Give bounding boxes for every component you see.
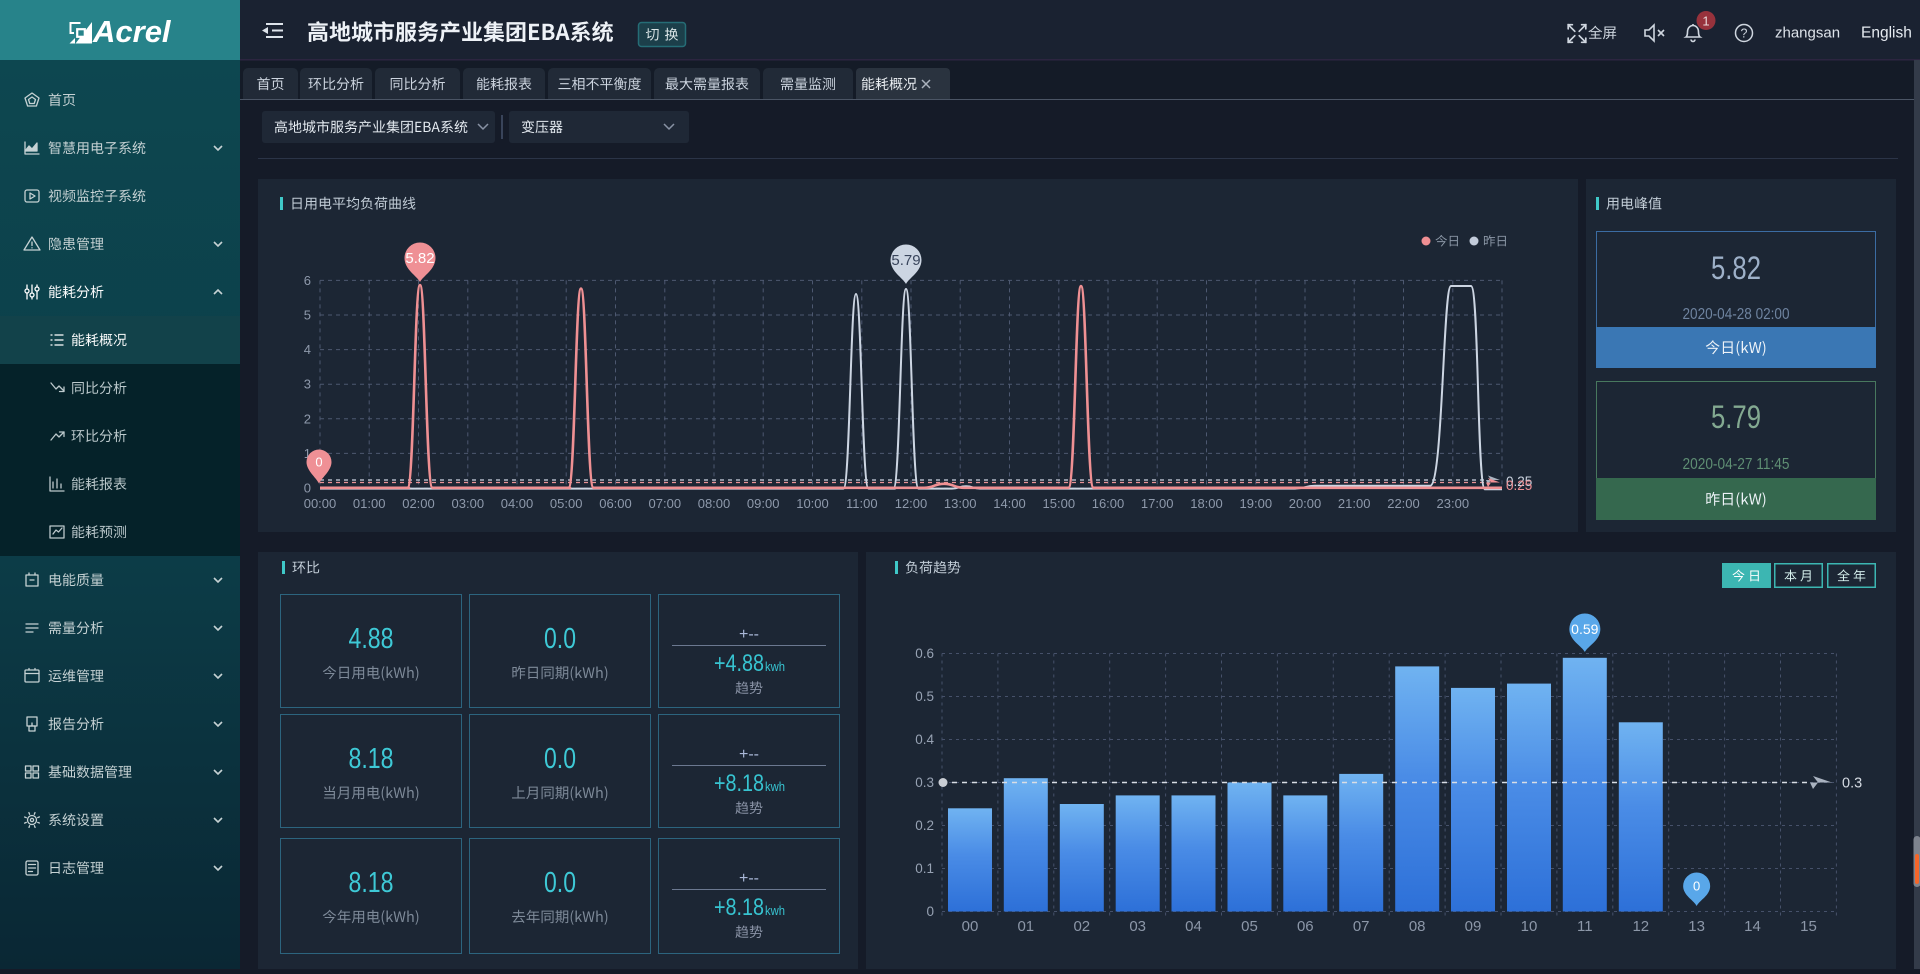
svg-text:05: 05: [1241, 918, 1258, 935]
svg-text:5: 5: [304, 308, 311, 323]
svg-text:19:00: 19:00: [1240, 496, 1273, 511]
svg-text:20:00: 20:00: [1289, 496, 1322, 511]
svg-text:1: 1: [1702, 14, 1709, 29]
svg-text:0: 0: [926, 904, 934, 919]
svg-text:02: 02: [1073, 918, 1090, 935]
svg-text:kwh: kwh: [765, 903, 785, 918]
svg-text:8.18: 8.18: [349, 743, 394, 775]
svg-text:0.3: 0.3: [1842, 776, 1862, 792]
svg-text:10:00: 10:00: [796, 496, 829, 511]
svg-text:14: 14: [1744, 918, 1761, 935]
svg-text:08: 08: [1409, 918, 1426, 935]
svg-text:0.0: 0.0: [544, 623, 576, 655]
svg-text:18:00: 18:00: [1190, 496, 1223, 511]
svg-text:5.79: 5.79: [891, 252, 920, 269]
svg-text:08:00: 08:00: [698, 496, 731, 511]
svg-text:14:00: 14:00: [993, 496, 1026, 511]
svg-text:13:00: 13:00: [944, 496, 977, 511]
svg-text:23:00: 23:00: [1437, 496, 1470, 511]
svg-text:+4.88: +4.88: [714, 650, 764, 677]
svg-text:0.2: 0.2: [915, 818, 934, 833]
svg-text:06:00: 06:00: [599, 496, 632, 511]
svg-text:4: 4: [304, 342, 311, 357]
svg-text:2020-04-28 02:00: 2020-04-28 02:00: [1683, 306, 1790, 323]
svg-text:English: English: [1861, 25, 1912, 42]
svg-text:+--: +--: [739, 626, 759, 643]
svg-text:2020-04-27 11:45: 2020-04-27 11:45: [1683, 456, 1790, 473]
svg-text:zhangsan: zhangsan: [1775, 25, 1840, 42]
svg-text:Acrel: Acrel: [92, 14, 172, 49]
svg-text:12: 12: [1632, 918, 1649, 935]
svg-text:01: 01: [1017, 918, 1034, 935]
svg-text:10: 10: [1521, 918, 1538, 935]
svg-text:07:00: 07:00: [649, 496, 682, 511]
svg-text:15:00: 15:00: [1043, 496, 1076, 511]
svg-text:22:00: 22:00: [1387, 496, 1420, 511]
svg-text:5.82: 5.82: [405, 250, 434, 267]
svg-text:0.3: 0.3: [915, 775, 934, 790]
svg-text:0.5: 0.5: [915, 689, 934, 704]
svg-text:0.0: 0.0: [544, 743, 576, 775]
svg-text:09: 09: [1465, 918, 1482, 935]
svg-text:11: 11: [1577, 918, 1593, 935]
svg-text:6: 6: [304, 273, 311, 288]
svg-text:8.18: 8.18: [349, 867, 394, 899]
svg-text:kwh: kwh: [765, 779, 785, 794]
svg-text:5.82: 5.82: [1711, 250, 1761, 286]
svg-text:11:00: 11:00: [846, 496, 878, 511]
svg-text:+8.18: +8.18: [714, 894, 764, 921]
svg-text:?: ?: [1741, 27, 1748, 41]
svg-text:0: 0: [304, 481, 311, 496]
svg-text:0.25: 0.25: [1506, 478, 1532, 493]
svg-text:21:00: 21:00: [1338, 496, 1371, 511]
svg-text:00: 00: [962, 918, 979, 935]
svg-text:01:00: 01:00: [353, 496, 386, 511]
svg-text:12:00: 12:00: [895, 496, 928, 511]
svg-text:0.4: 0.4: [915, 732, 934, 747]
svg-text:06: 06: [1297, 918, 1314, 935]
svg-text:+8.18: +8.18: [714, 770, 764, 797]
svg-text:07: 07: [1353, 918, 1370, 935]
svg-text:04: 04: [1185, 918, 1202, 935]
svg-text:0.0: 0.0: [544, 867, 576, 899]
svg-text:16:00: 16:00: [1092, 496, 1125, 511]
svg-text:17:00: 17:00: [1141, 496, 1174, 511]
svg-text:0.1: 0.1: [915, 861, 934, 876]
svg-text:0: 0: [315, 455, 322, 470]
svg-text:2: 2: [304, 411, 311, 426]
svg-text:00:00: 00:00: [304, 496, 337, 511]
svg-text:02:00: 02:00: [402, 496, 435, 511]
svg-text:0.6: 0.6: [915, 646, 934, 661]
svg-text:3: 3: [304, 377, 311, 392]
svg-text:05:00: 05:00: [550, 496, 583, 511]
svg-text:+--: +--: [739, 746, 759, 763]
svg-text:0: 0: [1693, 879, 1700, 894]
svg-text:+--: +--: [739, 870, 759, 887]
svg-text:0.59: 0.59: [1571, 621, 1598, 637]
svg-text:03:00: 03:00: [452, 496, 485, 511]
svg-text:4.88: 4.88: [349, 623, 394, 655]
svg-text:13: 13: [1688, 918, 1705, 935]
svg-text:15: 15: [1800, 918, 1817, 935]
svg-text:09:00: 09:00: [747, 496, 780, 511]
svg-text:5.79: 5.79: [1711, 399, 1761, 435]
svg-text:04:00: 04:00: [501, 496, 534, 511]
svg-text:kwh: kwh: [765, 659, 785, 674]
svg-text:03: 03: [1129, 918, 1146, 935]
